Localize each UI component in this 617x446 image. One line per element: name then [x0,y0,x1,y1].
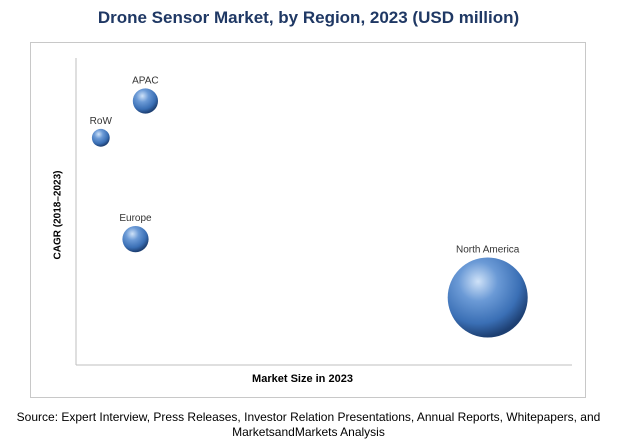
bubble-north-america [447,257,528,338]
bubble-label-apac: APAC [132,75,159,86]
x-axis-label-text: Market Size in 2023 [252,373,353,385]
source-note: Source: Expert Interview, Press Releases… [0,410,617,440]
chart-frame [30,42,586,398]
source-line-2: MarketsandMarkets Analysis [232,425,385,439]
bubble-series: APAC RoW Europe North America [90,75,528,338]
bubble-row [91,128,110,147]
chart-title: Drone Sensor Market, by Region, 2023 (US… [97,8,520,27]
bubble-label-europe: Europe [119,213,152,224]
y-axis-label: CAGR (2018–2023) [52,170,64,260]
x-axis-label: Market Size in 2023 [0,373,617,385]
source-line-1: Source: Expert Interview, Press Releases… [16,410,601,424]
bubble-label-north-america: North America [456,245,520,256]
bubble-europe [122,226,149,253]
bubble-apac [132,88,158,114]
bubble-label-row: RoW [90,116,113,127]
